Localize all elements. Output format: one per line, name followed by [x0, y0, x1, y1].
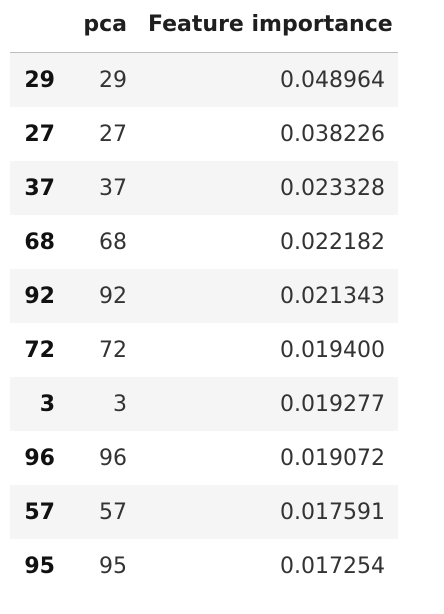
importance-cell: 0.048964: [280, 67, 385, 93]
table-row: 96 96 0.019072: [10, 431, 398, 485]
pca-cell: 57: [99, 499, 127, 525]
pca-column-header: pca: [68, 0, 140, 53]
pca-cell: 96: [99, 445, 127, 471]
table-header: pca Feature importance: [10, 0, 398, 53]
pca-cell: 37: [99, 175, 127, 201]
table-row: 95 95 0.017254: [10, 539, 398, 593]
table-row: 37 37 0.023328: [10, 161, 398, 215]
index-header: [10, 0, 68, 53]
importance-cell: 0.019277: [280, 391, 385, 417]
pca-cell: 27: [99, 121, 127, 147]
row-index: 57: [24, 499, 55, 525]
importance-cell: 0.019400: [280, 337, 385, 363]
table-row: 27 27 0.038226: [10, 107, 398, 161]
row-index: 3: [39, 391, 55, 417]
importance-cell: 0.017591: [280, 499, 385, 525]
row-index: 95: [24, 553, 55, 579]
pca-cell: 95: [99, 553, 127, 579]
row-index: 68: [24, 229, 55, 255]
table-row: 57 57 0.017591: [10, 485, 398, 539]
row-index: 27: [24, 121, 55, 147]
table-row: 72 72 0.019400: [10, 323, 398, 377]
dataframe-output: pca Feature importance 29 29 0.048964 27…: [10, 0, 398, 593]
table-row: 68 68 0.022182: [10, 215, 398, 269]
header-row: pca Feature importance: [10, 0, 398, 53]
importance-cell: 0.021343: [280, 283, 385, 309]
importance-cell: 0.038226: [280, 121, 385, 147]
pca-cell: 3: [113, 391, 127, 417]
row-index: 92: [24, 283, 55, 309]
table-body: 29 29 0.048964 27 27 0.038226 37 37 0.02…: [10, 52, 398, 593]
row-index: 96: [24, 445, 55, 471]
pca-cell: 72: [99, 337, 127, 363]
importance-cell: 0.017254: [280, 553, 385, 579]
table-row: 29 29 0.048964: [10, 52, 398, 107]
table-row: 92 92 0.021343: [10, 269, 398, 323]
pca-cell: 92: [99, 283, 127, 309]
pca-cell: 29: [99, 67, 127, 93]
row-index: 29: [24, 67, 55, 93]
feature-importance-column-header: Feature importance: [140, 0, 398, 53]
importance-cell: 0.019072: [280, 445, 385, 471]
row-index: 37: [24, 175, 55, 201]
importance-cell: 0.022182: [280, 229, 385, 255]
importance-cell: 0.023328: [280, 175, 385, 201]
pca-cell: 68: [99, 229, 127, 255]
row-index: 72: [24, 337, 55, 363]
feature-importance-table: pca Feature importance 29 29 0.048964 27…: [10, 0, 398, 593]
table-row: 3 3 0.019277: [10, 377, 398, 431]
